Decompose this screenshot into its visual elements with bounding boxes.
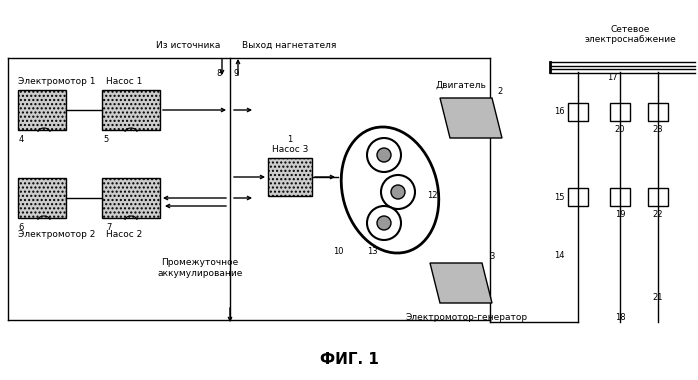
Text: 7: 7 xyxy=(106,223,112,232)
Text: Двигатель: Двигатель xyxy=(435,81,486,90)
Text: 14: 14 xyxy=(554,250,565,260)
Text: Электромотор 2: Электромотор 2 xyxy=(18,230,96,239)
Circle shape xyxy=(381,175,415,209)
Bar xyxy=(102,90,160,130)
Ellipse shape xyxy=(341,127,439,253)
Text: 11: 11 xyxy=(366,146,377,155)
Text: Насос 2: Насос 2 xyxy=(106,230,142,239)
Circle shape xyxy=(367,138,401,172)
Bar xyxy=(568,188,588,206)
Bar xyxy=(102,178,160,218)
Circle shape xyxy=(377,216,391,230)
Text: Электромотор-генератор: Электромотор-генератор xyxy=(405,313,527,322)
Text: 9: 9 xyxy=(234,70,239,79)
Circle shape xyxy=(377,148,391,162)
Text: 6: 6 xyxy=(18,223,23,232)
Text: 21: 21 xyxy=(653,293,663,302)
Bar xyxy=(648,188,668,206)
Text: ФИГ. 1: ФИГ. 1 xyxy=(320,353,378,367)
Text: 8: 8 xyxy=(216,70,222,79)
Text: 20: 20 xyxy=(615,125,625,134)
Text: Из источника: Из источника xyxy=(156,41,220,50)
Polygon shape xyxy=(430,263,492,303)
Text: Насос 1: Насос 1 xyxy=(106,77,142,86)
Text: 5: 5 xyxy=(103,135,108,144)
Text: 4: 4 xyxy=(19,135,24,144)
Text: 2: 2 xyxy=(497,87,503,96)
Text: Промежуточное
аккумулирование: Промежуточное аккумулирование xyxy=(157,258,243,278)
Text: Электромотор 1: Электромотор 1 xyxy=(18,77,96,86)
Text: 22: 22 xyxy=(653,210,663,219)
Text: 17: 17 xyxy=(607,73,618,82)
Text: 10: 10 xyxy=(333,247,343,256)
Text: Сетевое
электроснабжение: Сетевое электроснабжение xyxy=(584,25,676,44)
Text: 23: 23 xyxy=(653,125,663,134)
Bar xyxy=(268,158,312,196)
Bar xyxy=(568,103,588,121)
Text: Насос 3: Насос 3 xyxy=(272,145,309,154)
Text: 1: 1 xyxy=(288,135,292,144)
Bar xyxy=(18,178,66,218)
Text: 12: 12 xyxy=(426,190,437,200)
Text: 13: 13 xyxy=(366,247,378,256)
Text: 3: 3 xyxy=(489,252,494,261)
Polygon shape xyxy=(440,98,502,138)
Bar xyxy=(610,103,630,121)
Circle shape xyxy=(367,206,401,240)
Text: Выход нагнетателя: Выход нагнетателя xyxy=(242,41,336,50)
Text: 18: 18 xyxy=(615,314,625,323)
Text: 15: 15 xyxy=(554,193,565,201)
Bar xyxy=(648,103,668,121)
Bar xyxy=(18,90,66,130)
Circle shape xyxy=(391,185,405,199)
Bar xyxy=(610,188,630,206)
Text: 19: 19 xyxy=(615,210,625,219)
Text: 16: 16 xyxy=(554,108,565,117)
